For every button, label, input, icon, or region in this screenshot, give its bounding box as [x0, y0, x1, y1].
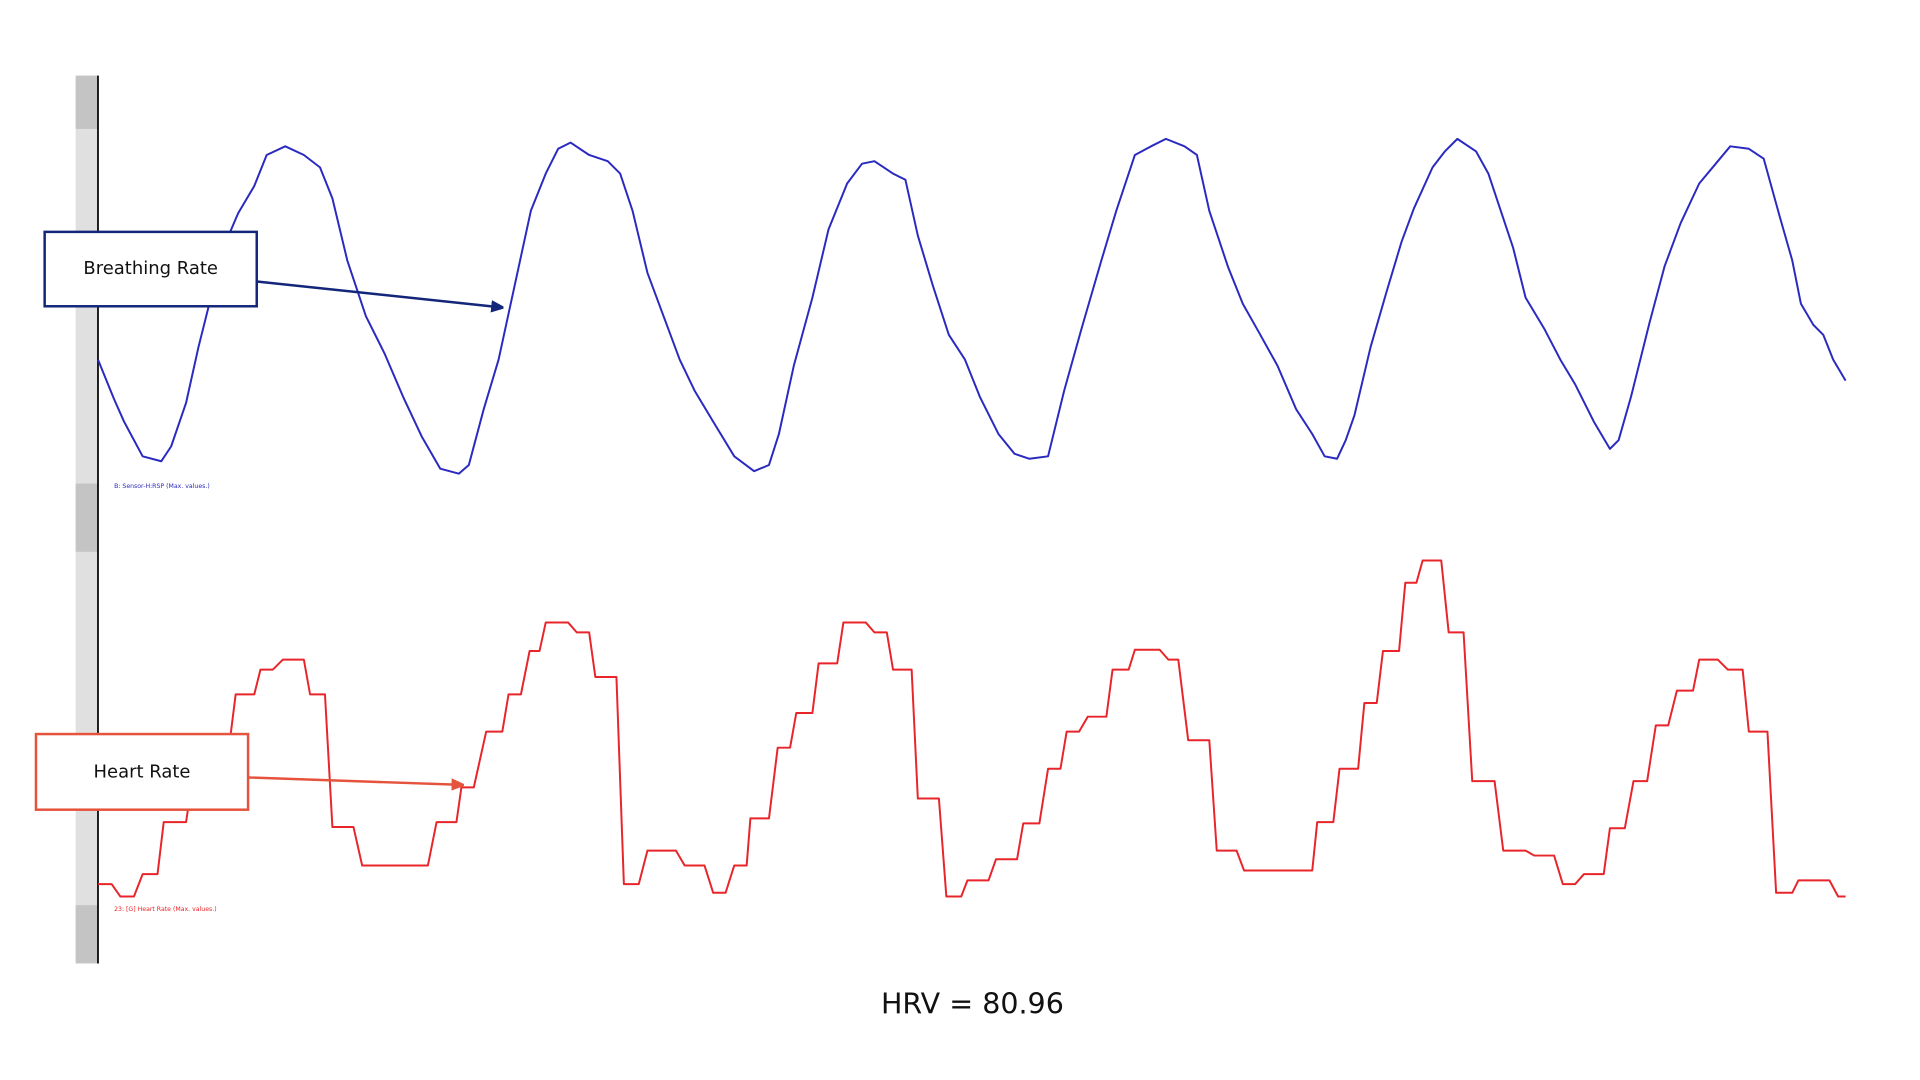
left-scale: [75, 75, 99, 964]
heart-annotation: Heart Rate: [34, 732, 463, 811]
signal-label: B: Sensor-H:RSP (Max. values.): [114, 483, 210, 490]
heart-rate-signal: [97, 559, 1846, 898]
hrv-caption: HRV = 80.96: [881, 988, 1064, 1021]
annotation-arrow: [248, 776, 463, 784]
breathing-annotation: Breathing Rate: [43, 230, 503, 308]
scale-segment: [75, 905, 98, 964]
annotation-box: [34, 732, 250, 811]
annotation-label: Breathing Rate: [83, 258, 218, 279]
annotation-label: Heart Rate: [94, 761, 191, 782]
scale-segment: [75, 483, 98, 552]
annotation-arrow: [256, 280, 503, 307]
scale-segment: [75, 75, 98, 129]
annotation-box: [43, 230, 258, 308]
signal-label: 23: [G] Heart Rate (Max. values.): [114, 906, 217, 913]
respiration-signal: [97, 137, 1847, 475]
